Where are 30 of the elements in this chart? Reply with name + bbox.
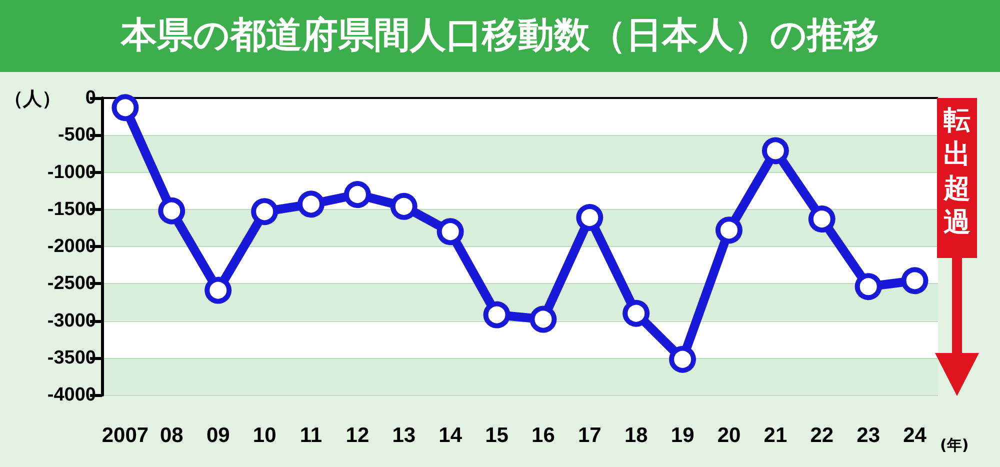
x-tick-label: 10 (252, 424, 276, 447)
x-tick-label: 14 (438, 424, 462, 447)
y-tick-label: -3000 (47, 310, 96, 332)
chart-title: 本県の都道府県間人口移動数（日本人）の推移 (0, 0, 1000, 72)
y-tick-label: -3500 (47, 347, 96, 368)
y-tick-label: -4000 (47, 384, 96, 406)
x-axis-title: (年) (940, 436, 969, 455)
y-tick-label: -1500 (47, 198, 96, 220)
x-tick-label: 15 (485, 424, 509, 447)
text: 転出超過 (942, 104, 972, 240)
y-tick-label: -500 (58, 124, 96, 146)
x-tick-label: 23 (856, 424, 880, 447)
x-tick-label: 13 (392, 424, 416, 447)
y-axis-title: （人） (4, 87, 61, 112)
x-tick-label: 17 (578, 424, 602, 447)
x-tick-label: 24 (903, 424, 927, 447)
x-tick-label: 20 (717, 424, 741, 447)
y-tick-label: -2500 (47, 273, 96, 294)
x-tick-label: 09 (206, 424, 230, 447)
x-tick-label: 12 (346, 424, 370, 447)
x-tick-label: 2007 (102, 424, 149, 447)
x-tick-label: 11 (300, 424, 322, 447)
x-tick-label: 21 (764, 424, 788, 447)
x-tick-label: 08 (160, 424, 184, 447)
x-tick-label: 22 (810, 424, 834, 447)
x-tick-label: 19 (670, 424, 694, 447)
x-tick-label: 18 (624, 424, 648, 447)
y-tick-label: -1000 (47, 162, 96, 183)
y-tick-label: -2000 (47, 236, 96, 257)
x-tick-label: 16 (532, 424, 555, 447)
